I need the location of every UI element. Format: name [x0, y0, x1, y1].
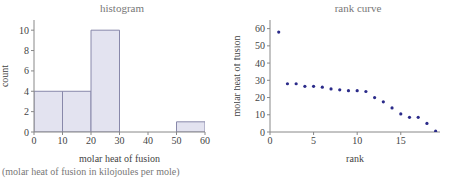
svg-text:6: 6: [24, 65, 29, 76]
svg-text:molar heat of fusion: molar heat of fusion: [234, 36, 242, 117]
svg-text:15: 15: [396, 135, 406, 146]
svg-text:5: 5: [311, 135, 316, 146]
svg-text:40: 40: [143, 135, 153, 146]
svg-text:4: 4: [24, 86, 29, 97]
svg-text:30: 30: [255, 75, 265, 86]
svg-text:50: 50: [172, 135, 182, 146]
svg-text:20: 20: [255, 92, 265, 103]
svg-text:0: 0: [24, 127, 29, 138]
html-text:rank curve: rank curve: [334, 2, 382, 14]
svg-text:40: 40: [255, 58, 265, 69]
svg-text:50: 50: [255, 40, 265, 51]
svg-text:10: 10: [58, 135, 68, 146]
svg-text:0: 0: [32, 135, 37, 146]
svg-text:0: 0: [268, 135, 273, 146]
svg-text:10: 10: [255, 109, 265, 120]
svg-text:60: 60: [200, 135, 210, 146]
svg-text:8: 8: [24, 45, 29, 56]
svg-text:molar heat of fusion: molar heat of fusion: [79, 153, 160, 164]
svg-text:0: 0: [260, 127, 265, 138]
html-text:histogram: histogram: [100, 2, 144, 14]
html-text:(molar heat of fusion in kiloj: (molar heat of fusion in kilojoules per …: [2, 166, 180, 177]
svg-text:10: 10: [19, 25, 29, 36]
svg-text:20: 20: [86, 135, 96, 146]
svg-text:2: 2: [24, 106, 29, 117]
svg-text:30: 30: [115, 135, 125, 146]
svg-text:rank: rank: [346, 153, 364, 164]
svg-text:count: count: [8, 65, 10, 87]
svg-text:60: 60: [255, 23, 265, 34]
svg-text:10: 10: [352, 135, 362, 146]
